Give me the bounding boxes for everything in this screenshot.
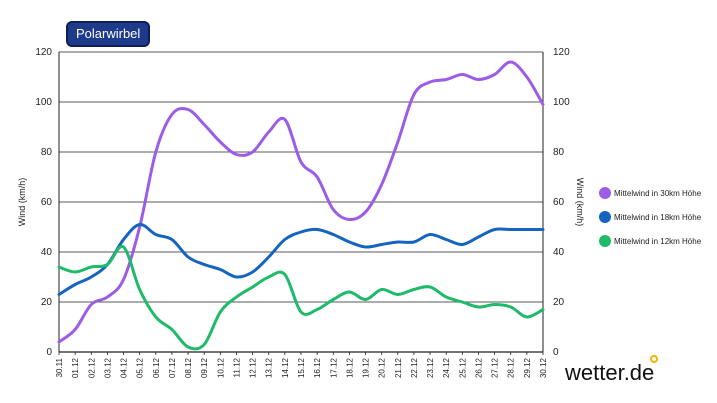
- x-tick-label: 21.12: [394, 357, 403, 378]
- x-axis: 30.11 01.12 02.12 03.12 04.12 05.12 06.12 07.12…: [55, 352, 548, 378]
- series-line-30km: [57, 60, 545, 344]
- x-tick-label: 30.12: [539, 357, 548, 378]
- x-tick-label: 26.12: [474, 357, 483, 378]
- y-axis-right: 0 20 40 60 80 100 120: [553, 47, 570, 358]
- x-tick-label: 15.12: [297, 357, 306, 378]
- legend-label-12km: Mittelwind in 12km Höhe: [614, 236, 702, 246]
- series-line-12km: [57, 244, 545, 351]
- x-tick-label: 13.12: [265, 357, 274, 378]
- brand-logo: wetter.de: [565, 360, 655, 385]
- y-tick-label-right: 40: [553, 247, 565, 258]
- x-tick-label: 20.12: [378, 357, 387, 378]
- legend-label-18km: Mittelwind in 18km Höhe: [614, 212, 702, 222]
- x-tick-label: 03.12: [103, 357, 112, 378]
- x-tick-label: 07.12: [168, 357, 177, 378]
- y-tick-label-right: 120: [553, 47, 570, 58]
- x-tick-label: 16.12: [313, 357, 322, 378]
- x-tick-label: 10.12: [216, 357, 225, 378]
- x-tick-label: 14.12: [281, 357, 290, 378]
- legend-swatch-12km: [599, 235, 611, 247]
- series-lines: [57, 60, 545, 351]
- x-tick-label: 08.12: [184, 357, 193, 378]
- x-tick-label: 11.12: [232, 357, 241, 377]
- x-tick-label: 22.12: [410, 357, 419, 378]
- x-tick-label: 17.12: [329, 357, 338, 378]
- x-tick-label: 29.12: [523, 357, 532, 378]
- brand-logo-dot: [650, 355, 658, 363]
- x-tick-label: 27.12: [491, 357, 500, 378]
- x-tick-label: 25.12: [458, 357, 467, 378]
- series-line-18km: [57, 222, 545, 296]
- x-tick-label: 28.12: [507, 357, 516, 378]
- y-axis-label-right: Wind (km/h): [575, 178, 585, 227]
- y-tick-label-left: 40: [41, 247, 53, 258]
- legend-label-30km: Mittelwind in 30km Höhe: [614, 188, 702, 198]
- x-tick-label: 02.12: [87, 357, 96, 378]
- y-tick-label-left: 100: [35, 97, 52, 108]
- y-axis-left: 0 20 40 60 80 100 120: [35, 47, 52, 358]
- x-tick-label: 18.12: [345, 357, 354, 378]
- chart-title-badge: Polarwirbel: [66, 21, 151, 47]
- legend-item-12km: Mittelwind in 12km Höhe: [599, 235, 701, 247]
- y-tick-label-right: 20: [553, 297, 565, 308]
- y-tick-label-right: 100: [553, 97, 570, 108]
- x-tick-label: 04.12: [120, 357, 129, 378]
- y-tick-label-left: 60: [41, 197, 53, 208]
- x-tick-label: 06.12: [152, 357, 161, 378]
- y-tick-label-right: 60: [553, 197, 565, 208]
- legend: Mittelwind in 30km Höhe Mittelwind in 18…: [599, 187, 701, 259]
- legend-swatch-30km: [599, 187, 611, 199]
- y-tick-label-right: 0: [553, 347, 559, 358]
- x-tick-label: 12.12: [249, 357, 258, 378]
- x-tick-label: 23.12: [426, 357, 435, 378]
- y-tick-label-right: 80: [553, 147, 565, 158]
- y-axis-label-left: Wind (km/h): [17, 178, 27, 227]
- y-tick-label-left: 80: [41, 147, 53, 158]
- x-tick-label: 19.12: [362, 357, 371, 378]
- legend-swatch-18km: [599, 211, 611, 223]
- legend-item-30km: Mittelwind in 30km Höhe: [599, 187, 701, 199]
- x-tick-label: 09.12: [200, 357, 209, 378]
- y-tick-label-left: 20: [41, 297, 53, 308]
- x-tick-label: 24.12: [442, 357, 451, 378]
- y-tick-label-left: 0: [46, 347, 52, 358]
- x-tick-label: 30.11: [55, 357, 64, 377]
- legend-item-18km: Mittelwind in 18km Höhe: [599, 211, 701, 223]
- x-tick-label: 05.12: [136, 357, 145, 378]
- y-tick-label-left: 120: [35, 47, 52, 58]
- x-tick-label: 01.12: [71, 357, 80, 378]
- grid-lines: [58, 51, 544, 353]
